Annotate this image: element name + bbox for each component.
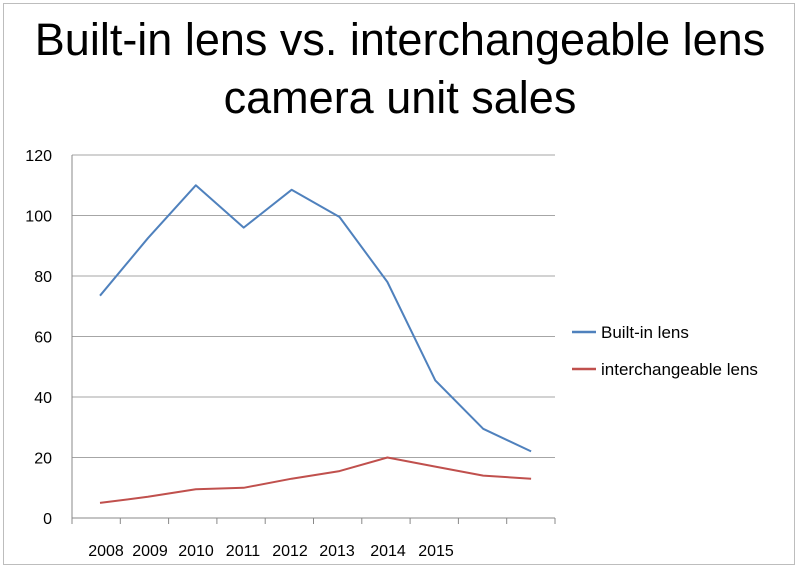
series-lines: [99, 184, 532, 504]
y-tick-label: 60: [34, 330, 52, 347]
x-tick-label: 2015: [418, 543, 454, 560]
series-line-1: [99, 456, 532, 504]
legend: Built-in lens interchangeable lens: [572, 323, 758, 379]
chart-title-line-2: camera unit sales: [223, 72, 577, 123]
y-tick-label: 100: [25, 209, 52, 226]
legend-label-0: Built-in lens: [601, 323, 689, 342]
x-tick-label: 2011: [226, 543, 261, 560]
series-line-0: [99, 184, 532, 453]
x-tick-label: 2008: [88, 543, 124, 560]
x-tick-label: 2009: [132, 543, 168, 560]
chart-frame: [3, 3, 795, 565]
y-tick-label: 80: [34, 269, 52, 286]
y-tick-label: 120: [25, 148, 52, 165]
y-tick-label: 40: [34, 390, 52, 407]
legend-label-1: interchangeable lens: [601, 360, 758, 379]
x-axis-tick-labels: 2008 2009 2010 2011 2012 2013 2014 2015: [88, 543, 454, 560]
gridlines: [72, 154, 555, 458]
y-tick-label: 0: [43, 511, 52, 528]
x-tick-label: 2010: [178, 543, 214, 560]
chart-title-line-1: Built-in lens vs. interchangeable lens: [34, 14, 766, 65]
axes: [71, 155, 556, 524]
x-tick-label: 2012: [272, 543, 308, 560]
x-tick-label: 2014: [370, 543, 406, 560]
x-tick-label: 2013: [319, 543, 355, 560]
y-axis-tick-labels: 0 20 40 60 80 100 120: [25, 148, 52, 528]
y-tick-label: 20: [34, 451, 52, 468]
